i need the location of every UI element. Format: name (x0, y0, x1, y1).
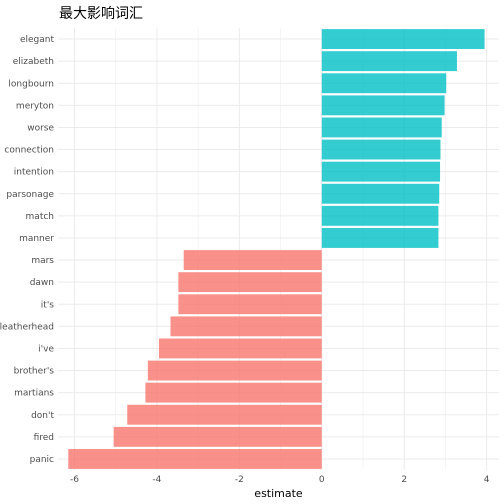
y-tick-label: worse (27, 123, 54, 133)
x-tick-label: -6 (70, 475, 79, 485)
bar-panic (68, 449, 322, 469)
y-tick-label: manner (19, 234, 54, 244)
bar-martians (145, 382, 322, 403)
bar-fired (113, 426, 322, 447)
bar-intention (321, 161, 441, 182)
y-tick-label: fired (34, 433, 54, 443)
y-tick-label: parsonage (6, 190, 54, 200)
bar-mars (183, 250, 322, 270)
bars (68, 29, 485, 469)
y-tick-label: it's (41, 300, 55, 310)
bar-meryton (321, 95, 445, 116)
bar-leatherhead (170, 316, 322, 337)
y-tick-label: mars (31, 256, 54, 266)
y-tick-label: panic (30, 455, 54, 465)
x-tick-label: 4 (484, 475, 490, 485)
y-tick-label: brother's (14, 367, 55, 377)
y-tick-label: longbourn (8, 79, 54, 89)
x-tick-label: 2 (401, 475, 407, 485)
bar-connection (321, 139, 441, 160)
bar-don-t (127, 404, 322, 425)
bar-brother-s (147, 360, 322, 381)
bar-elegant (321, 29, 485, 49)
x-tick-labels: -6 -4 -2 0 2 4 (70, 475, 490, 485)
grid-layer (58, 28, 499, 470)
y-tick-label: don't (31, 411, 54, 421)
y-tick-label: dawn (30, 278, 54, 288)
bar-dawn (178, 272, 322, 293)
y-tick-label: connection (4, 146, 54, 156)
y-tick-label: intention (14, 168, 54, 178)
y-tick-labels: elegant elizabeth longbourn meryton worse con… (0, 35, 54, 465)
bar-it-s (178, 294, 322, 315)
bar-longbourn (321, 73, 447, 94)
x-tick-label: -4 (152, 475, 161, 485)
y-tick-label: match (26, 212, 54, 222)
y-tick-label: martians (14, 389, 54, 399)
y-tick-label: elizabeth (13, 57, 54, 67)
x-tick-label: 0 (319, 475, 325, 485)
bar-manner (321, 228, 439, 248)
x-axis-title: estimate (254, 487, 303, 500)
y-tick-label: i've (38, 344, 54, 354)
y-tick-label: meryton (16, 101, 54, 111)
y-tick-label: elegant (20, 35, 55, 45)
bar-i-ve (158, 338, 322, 359)
y-tick-label: leatherhead (0, 322, 54, 332)
chart-title: 最大影响词汇 (59, 6, 143, 22)
bar-parsonage (321, 183, 440, 204)
x-tick-label: -2 (235, 475, 244, 485)
bar-match (321, 205, 439, 226)
bar-elizabeth (321, 51, 457, 72)
bar-worse (321, 117, 442, 138)
